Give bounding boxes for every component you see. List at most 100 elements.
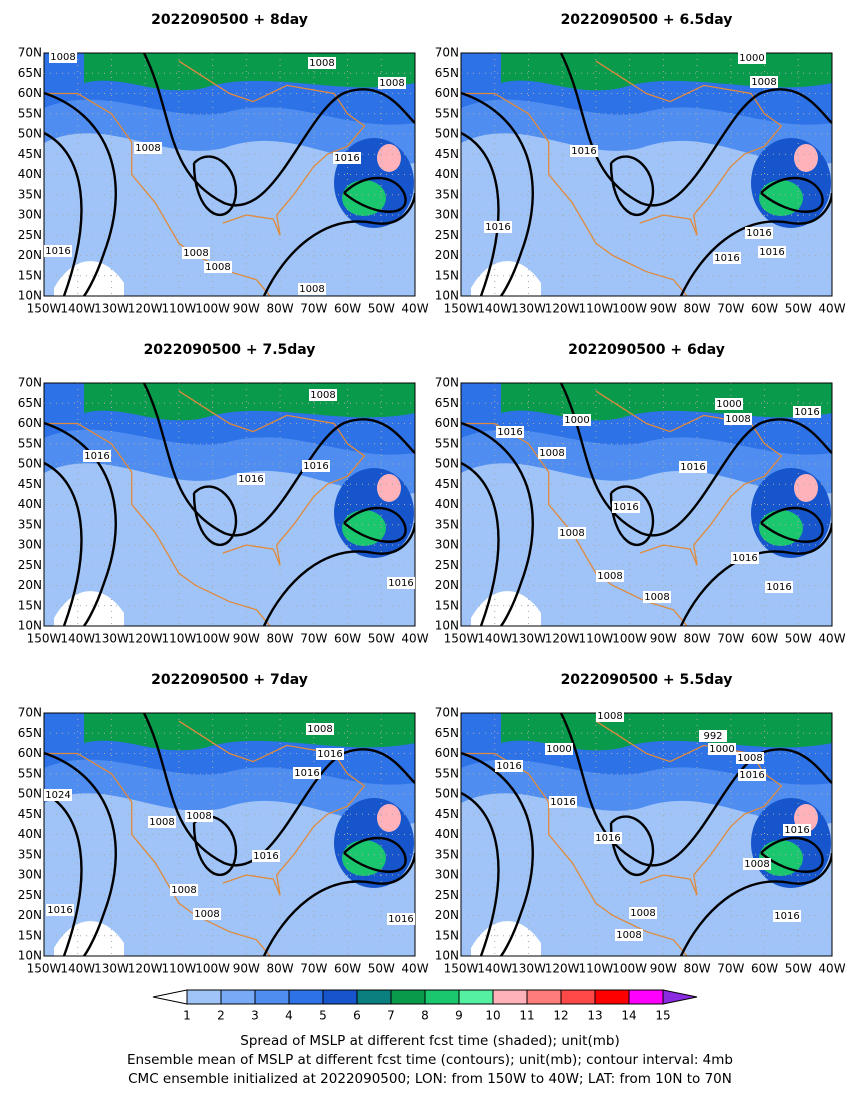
label-box <box>699 730 727 742</box>
lon-label: 130W <box>94 962 129 976</box>
lat-label: 30N <box>18 868 42 882</box>
lon-label: 60W <box>751 962 778 976</box>
label-box <box>558 527 586 539</box>
contour <box>142 383 415 537</box>
lat-label: 65N <box>18 396 42 410</box>
lon-label: 120W <box>545 302 580 316</box>
lat-label: 65N <box>435 726 459 740</box>
lat-label: 15N <box>18 928 42 942</box>
lon-label: 70W <box>300 302 327 316</box>
contour <box>461 751 534 956</box>
map-panel: 2022090500 + 7day 70N 65N 60N 55N 50N 45N 40N 35… <box>18 672 429 976</box>
lat-label: 35N <box>435 517 459 531</box>
contour <box>559 713 832 867</box>
contour-label: 1008 <box>50 52 75 63</box>
coastline <box>44 752 271 956</box>
panel-title: 2022090500 + 7.5day <box>144 342 316 358</box>
contour-label: 1016 <box>732 553 757 564</box>
lon-label: 110W <box>579 962 614 976</box>
lat-label: 30N <box>435 208 459 222</box>
contour-label: 1008 <box>644 592 669 603</box>
lat-label: 20N <box>435 908 459 922</box>
lon-label: 150W <box>27 962 62 976</box>
label-box <box>308 57 336 69</box>
contour-label: 1008 <box>630 908 655 919</box>
label-box <box>724 413 752 425</box>
lon-label: 40W <box>401 632 428 646</box>
contour-label: 1016 <box>571 146 596 157</box>
shade-band <box>501 713 832 751</box>
lat-label: 35N <box>18 187 42 201</box>
lat-label: 50N <box>435 127 459 141</box>
contour-label: 1016 <box>784 825 809 836</box>
contour <box>609 485 654 546</box>
lat-label: 55N <box>18 106 42 120</box>
lat-label: 30N <box>18 208 42 222</box>
caption-line: Ensemble mean of MSLP at different fcst … <box>127 1052 733 1068</box>
map-panel: 2022090500 + 7.5day 70N 65N 60N 55N 50N 45N 40N… <box>18 342 429 646</box>
lat-label: 60N <box>435 416 459 430</box>
lat-label: 35N <box>435 187 459 201</box>
contour-label: 1016 <box>595 833 620 844</box>
lat-label: 45N <box>435 477 459 491</box>
label-box <box>731 552 759 564</box>
contour-label: 1008 <box>310 390 335 401</box>
contour <box>343 176 407 213</box>
label-box <box>495 760 523 772</box>
contour-label: 1000 <box>709 744 734 755</box>
colorbar-box <box>390 989 426 1005</box>
lat-label: 60N <box>18 86 42 100</box>
lat-label: 15N <box>18 268 42 282</box>
label-box <box>302 460 330 472</box>
label-box <box>758 246 786 258</box>
lat-label: 35N <box>18 847 42 861</box>
lon-label: 60W <box>334 632 361 646</box>
label-box <box>306 723 334 735</box>
colorbar-box <box>424 989 460 1005</box>
lon-label: 100W <box>612 962 647 976</box>
contour-label: 1016 <box>84 451 109 462</box>
label-box <box>773 910 801 922</box>
label-box <box>387 577 415 589</box>
lon-label: 50W <box>785 632 812 646</box>
coastline <box>595 390 783 566</box>
shade-band <box>84 713 415 751</box>
contour <box>461 91 534 296</box>
lon-label: 90W <box>233 632 260 646</box>
lon-label: 100W <box>612 632 647 646</box>
label-box <box>316 748 344 760</box>
contour-label: 1008 <box>149 817 174 828</box>
contour-label: 1008 <box>194 909 219 920</box>
lon-label: 100W <box>195 632 230 646</box>
colorbar-label: 9 <box>455 1009 463 1023</box>
colorbar-label: 5 <box>319 1009 327 1023</box>
lat-label: 50N <box>18 457 42 471</box>
contour-label: 1016 <box>45 246 70 257</box>
contour <box>44 131 83 296</box>
contour-label: 1016 <box>388 914 413 925</box>
contour <box>609 155 654 216</box>
lon-label: 40W <box>818 302 845 316</box>
contour <box>679 192 832 296</box>
colorbar-label: 2 <box>217 1009 225 1023</box>
contour <box>343 506 407 543</box>
lat-label: 40N <box>18 827 42 841</box>
lat-label: 35N <box>18 517 42 531</box>
contour-label: 1000 <box>716 399 741 410</box>
colorbar-label: 3 <box>251 1009 259 1023</box>
label-box <box>148 816 176 828</box>
frame <box>43 52 416 297</box>
label-box <box>44 789 72 801</box>
lat-label: 40N <box>435 497 459 511</box>
lon-label: 140W <box>60 962 95 976</box>
lon-label: 40W <box>401 302 428 316</box>
panel-title: 2022090500 + 6.5day <box>561 12 733 28</box>
contour-label: 1016 <box>746 228 771 239</box>
panel-title: 2022090500 + 8day <box>151 12 308 28</box>
contour-label: 992 <box>703 731 722 742</box>
contour-label: 1008 <box>597 711 622 722</box>
contour-label: 1024 <box>45 790 70 801</box>
shade-spot <box>342 840 386 876</box>
label-box <box>49 51 77 63</box>
lat-label: 45N <box>18 147 42 161</box>
